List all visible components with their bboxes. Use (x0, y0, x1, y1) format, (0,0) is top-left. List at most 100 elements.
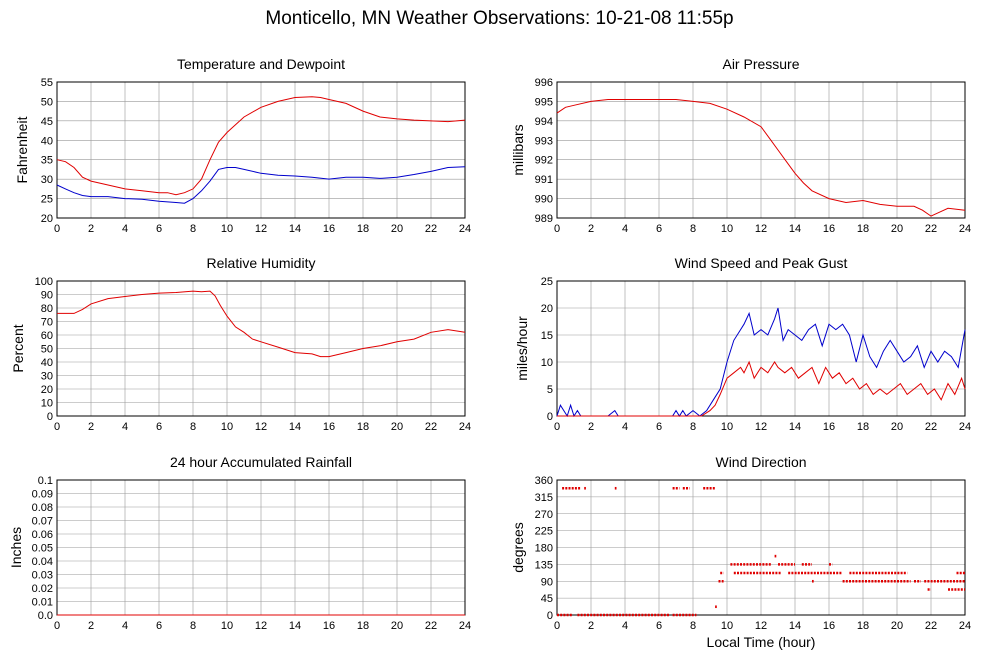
x-tick-label: 24 (959, 223, 971, 235)
chart-title: Temperature and Dewpoint (177, 56, 345, 72)
y-tick-label: 0.0 (38, 610, 53, 622)
y-tick-label: 0.05 (32, 543, 53, 555)
x-tick-label: 24 (459, 421, 471, 433)
x-tick-label: 0 (554, 620, 560, 632)
x-tick-label: 6 (656, 620, 662, 632)
chart-title: Wind Direction (715, 454, 806, 470)
x-tick-label: 14 (789, 421, 801, 433)
x-tick-label: 0 (54, 421, 60, 433)
y-tick-label: 135 (535, 559, 553, 571)
x-tick-label: 8 (690, 620, 696, 632)
y-tick-label: 30 (41, 174, 53, 186)
x-axis-caption: Local Time (hour) (706, 634, 816, 650)
y-tick-label: 990 (535, 194, 553, 206)
y-tick-label: 5 (547, 384, 553, 396)
x-tick-label: 20 (391, 620, 403, 632)
x-tick-label: 12 (755, 223, 767, 235)
y-tick-label: 225 (535, 526, 553, 538)
y-tick-label: 45 (541, 593, 553, 605)
y-axis-label: Fahrenheit (14, 116, 30, 183)
plot-frame (556, 280, 966, 417)
y-tick-label: 70 (41, 317, 53, 329)
x-tick-label: 16 (823, 223, 835, 235)
x-tick-label: 22 (925, 223, 937, 235)
y-tick-label: 80 (41, 303, 53, 315)
page-title: Monticello, MN Weather Observations: 10-… (265, 8, 734, 29)
y-tick-label: 315 (535, 492, 553, 504)
x-tick-label: 10 (221, 223, 233, 235)
y-tick-label: 25 (41, 194, 53, 206)
plot-frame (556, 81, 966, 219)
y-tick-label: 20 (41, 213, 53, 225)
y-tick-label: 0 (547, 610, 553, 622)
x-tick-label: 20 (891, 223, 903, 235)
plot-frame (556, 479, 966, 616)
x-tick-label: 12 (255, 620, 267, 632)
y-tick-label: 10 (541, 357, 553, 369)
y-axis-label: degrees (510, 522, 526, 573)
x-tick-label: 0 (554, 223, 560, 235)
y-tick-label: 20 (541, 303, 553, 315)
series-line-red (56, 96, 466, 196)
y-tick-label: 55 (41, 77, 53, 89)
chart-title: Relative Humidity (207, 255, 316, 271)
y-tick-label: 50 (41, 344, 53, 356)
x-tick-label: 18 (857, 620, 869, 632)
x-tick-label: 6 (156, 223, 162, 235)
y-tick-label: 0.06 (32, 529, 53, 541)
y-axis-label: millibars (510, 124, 526, 175)
plot-frame (56, 280, 466, 417)
y-tick-label: 20 (41, 384, 53, 396)
series-line-red (57, 290, 466, 358)
x-tick-label: 12 (755, 421, 767, 433)
y-tick-label: 25 (541, 276, 553, 288)
x-tick-label: 22 (425, 421, 437, 433)
y-tick-label: 35 (41, 155, 53, 167)
y-tick-label: 996 (535, 77, 553, 89)
x-tick-label: 10 (221, 620, 233, 632)
x-tick-label: 16 (823, 421, 835, 433)
y-tick-label: 90 (41, 290, 53, 302)
plot-frame (56, 81, 466, 219)
y-axis-label: Inches (8, 527, 24, 568)
x-tick-label: 12 (755, 620, 767, 632)
x-tick-label: 22 (425, 620, 437, 632)
x-tick-label: 20 (891, 421, 903, 433)
x-tick-label: 10 (721, 620, 733, 632)
y-tick-label: 0.1 (38, 475, 53, 487)
x-tick-label: 14 (289, 223, 301, 235)
x-tick-label: 4 (122, 223, 128, 235)
x-tick-label: 18 (357, 421, 369, 433)
y-tick-label: 992 (535, 155, 553, 167)
y-tick-label: 270 (535, 509, 553, 521)
y-tick-label: 60 (41, 330, 53, 342)
x-tick-label: 10 (221, 421, 233, 433)
x-tick-label: 6 (656, 421, 662, 433)
y-tick-label: 0.02 (32, 583, 53, 595)
y-axis-label: Percent (10, 324, 26, 372)
y-tick-label: 50 (41, 96, 53, 108)
series-line-blue (556, 307, 966, 418)
x-tick-label: 2 (588, 620, 594, 632)
x-tick-label: 8 (190, 421, 196, 433)
x-tick-label: 4 (622, 620, 628, 632)
y-tick-label: 0.04 (32, 556, 53, 568)
y-tick-label: 40 (41, 135, 53, 147)
series-line-blue (56, 166, 466, 204)
x-tick-label: 14 (789, 620, 801, 632)
y-tick-label: 0.01 (32, 597, 53, 609)
x-tick-label: 8 (690, 223, 696, 235)
x-tick-label: 0 (54, 620, 60, 632)
series-line-red (556, 99, 966, 217)
chart-title: Air Pressure (722, 56, 799, 72)
chart-title: Wind Speed and Peak Gust (675, 255, 848, 271)
x-tick-label: 24 (959, 421, 971, 433)
y-tick-label: 991 (535, 174, 553, 186)
x-tick-label: 2 (88, 421, 94, 433)
y-tick-label: 40 (41, 357, 53, 369)
x-tick-label: 18 (857, 223, 869, 235)
